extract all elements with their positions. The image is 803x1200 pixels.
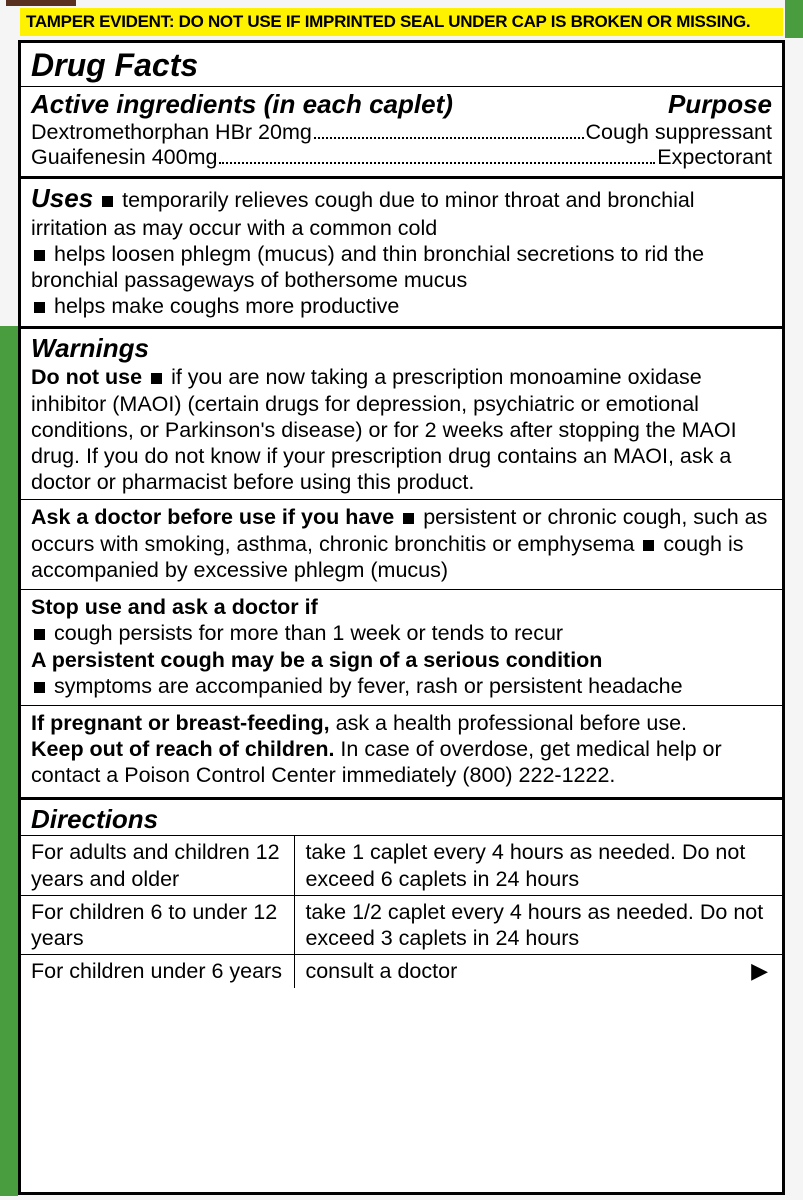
bullet-icon (34, 250, 45, 261)
pregnant-text: ask a health professional before use. (336, 711, 687, 735)
ask-doctor-subsection: Ask a doctor before use if you have pers… (21, 499, 782, 585)
bullet-icon (34, 302, 45, 313)
stop-label: Stop use and ask a doctor if (31, 595, 318, 619)
stop-use-subsection: Stop use and ask a doctor if cough persi… (21, 589, 782, 701)
continue-arrow-icon: ▶ (751, 958, 768, 985)
panel-title: Drug Facts (31, 47, 772, 84)
direction-who: For children 6 to under 12 years (21, 895, 295, 954)
keep-out-label: Keep out of reach of children. (31, 737, 334, 761)
bullet-icon (34, 629, 45, 640)
warnings-heading: Warnings (31, 333, 772, 365)
do-not-use-label: Do not use (31, 365, 142, 389)
green-border-left (0, 326, 18, 1196)
direction-dose: consult a doctor ▶ (295, 955, 782, 988)
uses-text: temporarily relieves cough due to minor … (31, 188, 695, 240)
pregnant-label: If pregnant or breast-feeding, (31, 711, 330, 735)
drug-facts-panel: Drug Facts Active ingredients (in each c… (18, 40, 785, 1195)
bullet-icon (34, 682, 45, 693)
uses-text: helps make coughs more productive (54, 294, 399, 318)
stop-bold-text: A persistent cough may be a sign of a se… (31, 648, 602, 672)
bullet-icon (403, 513, 414, 524)
ingredient-row: Dextromethorphan HBr 20mg Cough suppress… (31, 120, 772, 145)
stop-text: symptoms are accompanied by fever, rash … (54, 674, 683, 698)
bullet-icon (102, 196, 113, 207)
green-border-right (785, 0, 803, 38)
ingredient-name: Guaifenesin 400mg (31, 145, 217, 170)
uses-heading: Uses (31, 183, 93, 213)
ingredients-heading: Active ingredients (in each caplet) (31, 89, 453, 120)
bullet-icon (151, 373, 162, 384)
table-row: For children under 6 years consult a doc… (21, 955, 782, 988)
leader-dots (314, 137, 584, 139)
table-row: For children 6 to under 12 years take 1/… (21, 895, 782, 954)
leader-dots (219, 162, 655, 164)
table-row: For adults and children 12 years and old… (21, 836, 782, 895)
title-section: Drug Facts Active ingredients (in each c… (21, 43, 782, 179)
directions-section: Directions For adults and children 12 ye… (21, 800, 782, 988)
ingredient-purpose: Expectorant (657, 145, 772, 170)
directions-heading: Directions (31, 804, 772, 836)
decorative-strip (6, 0, 76, 6)
ask-label: Ask a doctor before use if you have (31, 505, 394, 529)
uses-text: helps loosen phlegm (mucus) and thin bro… (31, 242, 704, 292)
direction-dose: take 1 caplet every 4 hours as needed. D… (295, 836, 782, 895)
rule (21, 86, 782, 87)
purpose-heading: Purpose (668, 89, 772, 120)
direction-dose: take 1/2 caplet every 4 hours as needed.… (295, 895, 782, 954)
uses-section: Uses temporarily relieves cough due to m… (21, 179, 782, 329)
ingredient-row: Guaifenesin 400mg Expectorant (31, 145, 772, 170)
directions-table: For adults and children 12 years and old… (21, 835, 782, 988)
pregnancy-subsection: If pregnant or breast-feeding, ask a hea… (21, 705, 782, 791)
bullet-icon (643, 540, 654, 551)
direction-who: For adults and children 12 years and old… (21, 836, 295, 895)
ingredient-purpose: Cough suppressant (586, 120, 772, 145)
ingredient-name: Dextromethorphan HBr 20mg (31, 120, 312, 145)
tamper-warning: TAMPER EVIDENT: DO NOT USE IF IMPRINTED … (20, 8, 783, 36)
warnings-section: Warnings Do not use if you are now takin… (21, 329, 782, 800)
stop-text: cough persists for more than 1 week or t… (54, 621, 563, 645)
direction-who: For children under 6 years (21, 955, 295, 988)
